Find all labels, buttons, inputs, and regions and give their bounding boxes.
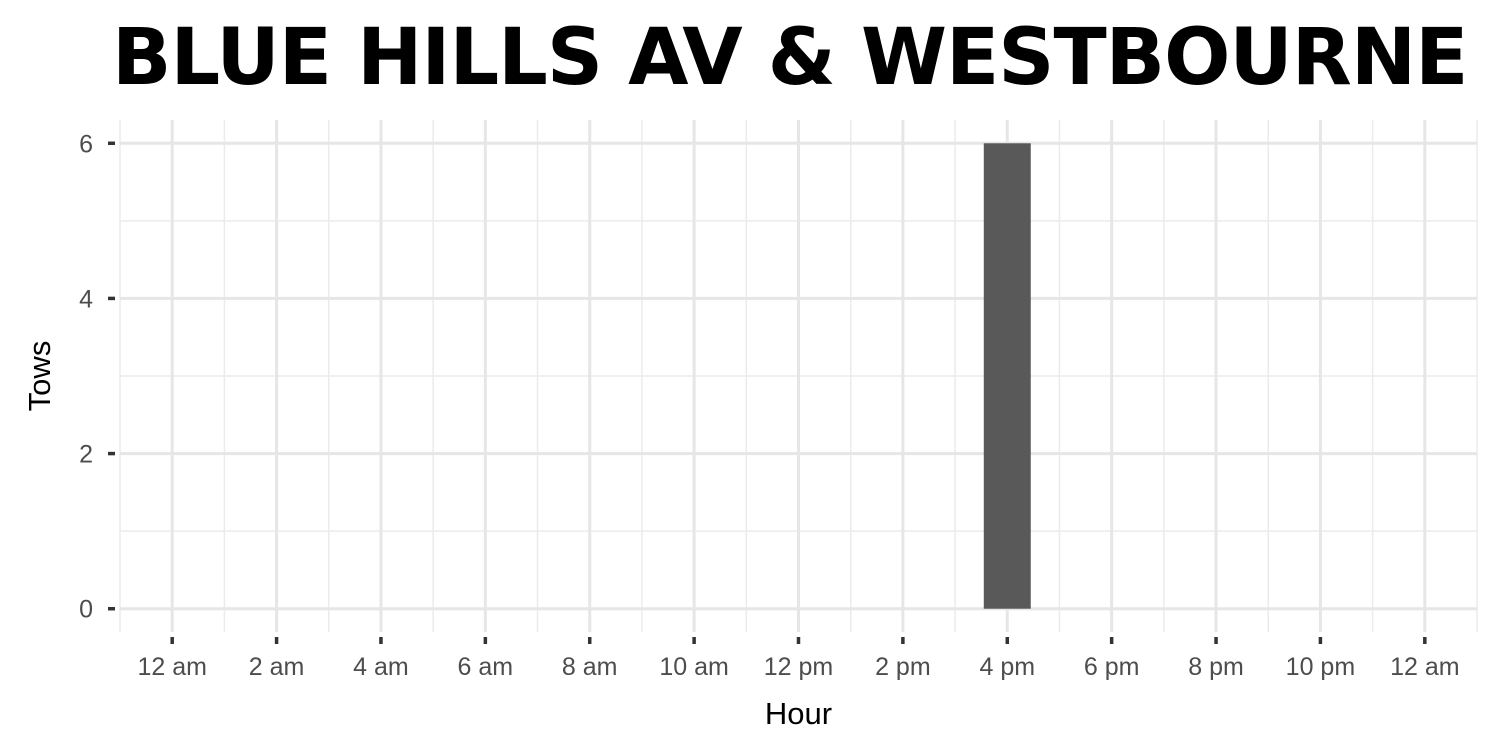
x-tick-label: 10 am [659,653,728,681]
x-axis-title: Hour [765,696,832,731]
x-tick-label: 2 am [249,653,305,681]
x-tick-label: 4 pm [979,653,1035,681]
x-tick-label: 6 am [458,653,514,681]
chart-title: BLUE HILLS AV & WESTBOURNE [112,13,1468,103]
y-tick-label: 0 [79,596,93,624]
x-tick-label: 12 am [137,653,206,681]
x-tick-label: 4 am [353,653,409,681]
y-tick-label: 6 [79,130,93,158]
y-tick-label: 4 [79,285,93,313]
x-tick-label: 12 pm [764,653,833,681]
x-tick-label: 8 am [562,653,618,681]
bar-0 [983,143,1031,609]
x-tick-label: 6 pm [1084,653,1140,681]
x-tick-label: 2 pm [875,653,931,681]
y-axis-title: Tows [22,341,57,412]
y-tick-label: 2 [79,441,93,469]
x-tick-label: 12 am [1390,653,1459,681]
x-tick-label: 10 pm [1286,653,1355,681]
x-tick-label: 8 pm [1188,653,1244,681]
